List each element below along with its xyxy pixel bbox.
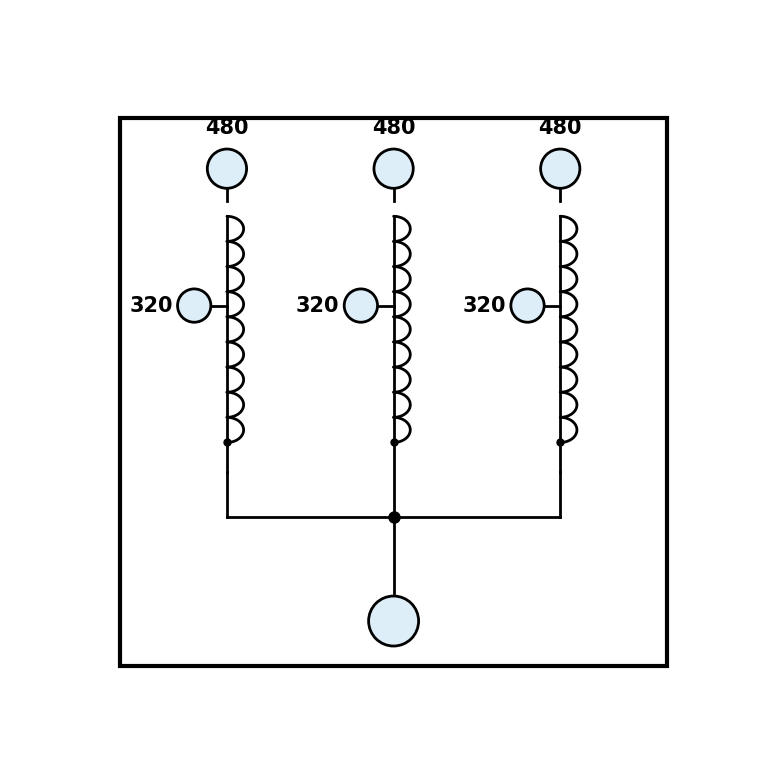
- Circle shape: [369, 596, 419, 646]
- Circle shape: [374, 149, 413, 189]
- Text: 320: 320: [462, 296, 506, 316]
- Text: 320: 320: [129, 296, 173, 316]
- Circle shape: [541, 149, 580, 189]
- Text: 480: 480: [372, 118, 415, 138]
- Text: 320: 320: [296, 296, 339, 316]
- Text: 480: 480: [538, 118, 582, 138]
- Circle shape: [511, 289, 545, 322]
- Circle shape: [207, 149, 247, 189]
- Text: 480: 480: [205, 118, 249, 138]
- Circle shape: [177, 289, 211, 322]
- Circle shape: [344, 289, 378, 322]
- Text: N: N: [386, 611, 402, 631]
